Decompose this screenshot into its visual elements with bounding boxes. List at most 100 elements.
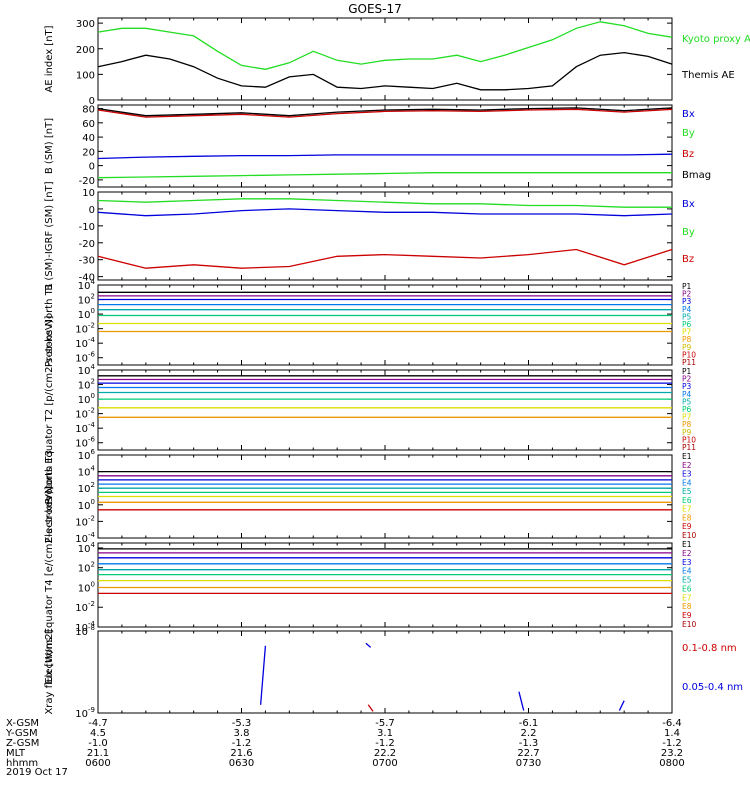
y-tick-label: -10 (79, 222, 95, 233)
flux-segment (259, 645, 267, 705)
legend-entry: 0.1-0.8 nm (682, 643, 737, 654)
y-tick-label: -20 (79, 176, 95, 187)
legend-entry: Bz (682, 254, 694, 265)
y-tick-label: 10-2 (75, 407, 95, 421)
legend-entry: E3 (682, 558, 692, 567)
legend-bigrf: Bx By Bz (682, 199, 695, 265)
ephemeris-value: -1.2 (662, 738, 682, 749)
y-tick-label: 0 (89, 205, 95, 216)
legend-entry: P8 (682, 420, 692, 429)
y-tick-label: -30 (79, 256, 95, 267)
ephemeris-value: -1.0 (88, 738, 108, 749)
ephemeris-value: -6.1 (519, 718, 539, 729)
legend-entry: P11 (682, 358, 696, 367)
y-tick-label: 100 (78, 392, 95, 406)
legend-entry: Bx (682, 109, 695, 120)
ephemeris-value: -6.4 (662, 718, 682, 729)
legend-entry: By (682, 128, 695, 139)
legend-entry: P7 (682, 328, 692, 337)
panel-ae: 0 100 200 300 AE index [nT] Kyoto proxy AE The… (44, 17, 750, 107)
legend-entry: P6 (682, 320, 692, 329)
y-tick-label: 80 (82, 105, 95, 116)
legend-entry: E6 (682, 496, 692, 505)
y-tick-label: -40 (79, 273, 95, 284)
legend-entry: E9 (682, 522, 692, 531)
legend-entry: E3 (682, 470, 692, 479)
legend-entry: P9 (682, 343, 692, 352)
ephemeris-table: X-GSM -4.7 -5.3 -5.7 -6.1 -6.4 Y-GSM 4.5 3.8 3.1 2… (5, 718, 685, 769)
y-axis-label: Protons North T1 (44, 283, 55, 367)
y-axis-label: B (SM) [nT] (44, 118, 55, 174)
panel-frame (97, 104, 673, 188)
y-tick-label: -20 (79, 239, 95, 250)
ephemeris-value: 0700 (372, 758, 397, 769)
legend-entry: P7 (682, 413, 692, 422)
y-tick-label: 102 (78, 378, 95, 392)
ephemeris-value: 3.1 (377, 728, 393, 739)
legend-entry: P1 (682, 367, 692, 376)
legend-entry: E2 (682, 549, 692, 558)
legend-xray: 0.1-0.8 nm 0.05-0.4 nm (682, 643, 743, 693)
legend-entry: E6 (682, 584, 692, 593)
legend-entry: P8 (682, 335, 692, 344)
y-tick-label: 100 (78, 498, 95, 512)
legend-entry: Themis AE (681, 70, 735, 81)
y-axis-label: Xray flux [W/m2] (44, 629, 55, 714)
y-tick-label: 104 (78, 465, 96, 479)
y-tick-label: 0 (89, 96, 95, 107)
ephemeris-value: 4.5 (90, 728, 106, 739)
legend-entry: P2 (682, 375, 692, 384)
legend-entry: P1 (682, 282, 692, 291)
flux-segment (367, 704, 374, 712)
y-tick-label: 104 (78, 541, 96, 555)
ephemeris-value: 22.7 (517, 748, 539, 759)
legend-entry: E5 (682, 576, 692, 585)
y-tick-label: 10 (82, 188, 95, 199)
legend-entry: Bmag (682, 170, 711, 181)
series-bz (97, 108, 673, 118)
y-tick-label: 102 (78, 561, 95, 575)
y-tick-label: 10-2 (75, 514, 95, 528)
flux-segment (518, 691, 525, 711)
ephemeris-row-label: hhmm (6, 758, 38, 769)
ephemeris-value: 22.2 (374, 748, 396, 759)
ephemeris-row-label: MLT (6, 748, 26, 759)
y-tick-label: 40 (82, 133, 95, 144)
ephemeris-value: -5.7 (375, 718, 395, 729)
panel-frame (97, 369, 673, 451)
ephemeris-value: 21.1 (87, 748, 109, 759)
y-axis-label: B (SM)-IGRF (SM) [nT] (44, 181, 55, 290)
legend-entry: Bz (682, 149, 694, 160)
ephemeris-value: 1.4 (664, 728, 680, 739)
panel-frame (97, 284, 673, 366)
y-tick-label: 60 (82, 119, 95, 130)
y-tick-label: 102 (78, 481, 95, 495)
ephemeris-value: -5.3 (232, 718, 252, 729)
series-kyoto-proxy-ae (97, 21, 673, 70)
legend-entry: P5 (682, 312, 692, 321)
y-tick-label: 10-8 (75, 624, 95, 638)
series-bmag (97, 107, 673, 117)
ephemeris-value: -1.3 (519, 738, 539, 749)
legend-entry: P4 (682, 390, 692, 399)
legend-entry: E9 (682, 611, 692, 620)
legend-entry: E7 (682, 593, 692, 602)
y-tick-label: 10-4 (75, 336, 95, 350)
panel-frame (97, 17, 673, 101)
legend-entry: E10 (682, 620, 697, 629)
ephemeris-value: 3.8 (234, 728, 250, 739)
y-tick-label: 10-4 (75, 421, 95, 435)
series-by (97, 172, 672, 179)
y-tick-label: 100 (78, 307, 95, 321)
y-tick-label: 104 (78, 363, 96, 377)
legend-entry: P3 (682, 297, 692, 306)
legend-entry: P11 (682, 443, 696, 452)
ephemeris-value: 23.2 (661, 748, 683, 759)
legend-entry: E10 (682, 531, 697, 540)
panel-frame (97, 542, 673, 628)
